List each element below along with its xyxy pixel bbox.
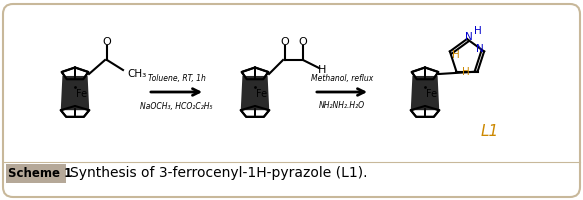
Text: NaOCH₃, HCO₂C₂H₅: NaOCH₃, HCO₂C₂H₅	[141, 102, 213, 110]
Text: N: N	[476, 44, 484, 54]
Text: Fe: Fe	[76, 89, 87, 99]
Polygon shape	[61, 76, 89, 110]
Text: N: N	[465, 32, 473, 42]
Text: Toluene, RT, 1h: Toluene, RT, 1h	[147, 73, 205, 82]
FancyBboxPatch shape	[6, 164, 66, 183]
Polygon shape	[411, 76, 439, 110]
Text: L1: L1	[481, 124, 499, 140]
Text: Fe: Fe	[426, 89, 437, 99]
Text: O: O	[280, 37, 289, 47]
Text: O: O	[298, 37, 307, 47]
Text: H: H	[474, 26, 482, 36]
Text: Scheme 1: Scheme 1	[8, 167, 72, 180]
Text: H: H	[452, 50, 460, 60]
Text: O: O	[103, 37, 111, 47]
FancyBboxPatch shape	[3, 4, 580, 197]
Text: H: H	[318, 65, 326, 75]
Text: NH₂NH₂.H₂O: NH₂NH₂.H₂O	[319, 102, 365, 110]
Text: Synthesis of 3-ferrocenyl-1H-pyrazole (L1).: Synthesis of 3-ferrocenyl-1H-pyrazole (L…	[70, 166, 367, 180]
Text: H: H	[462, 67, 469, 77]
Text: Fe: Fe	[256, 89, 267, 99]
Text: Methanol, reflux: Methanol, reflux	[311, 73, 373, 82]
Text: CH₃: CH₃	[127, 69, 146, 79]
Polygon shape	[241, 76, 269, 110]
